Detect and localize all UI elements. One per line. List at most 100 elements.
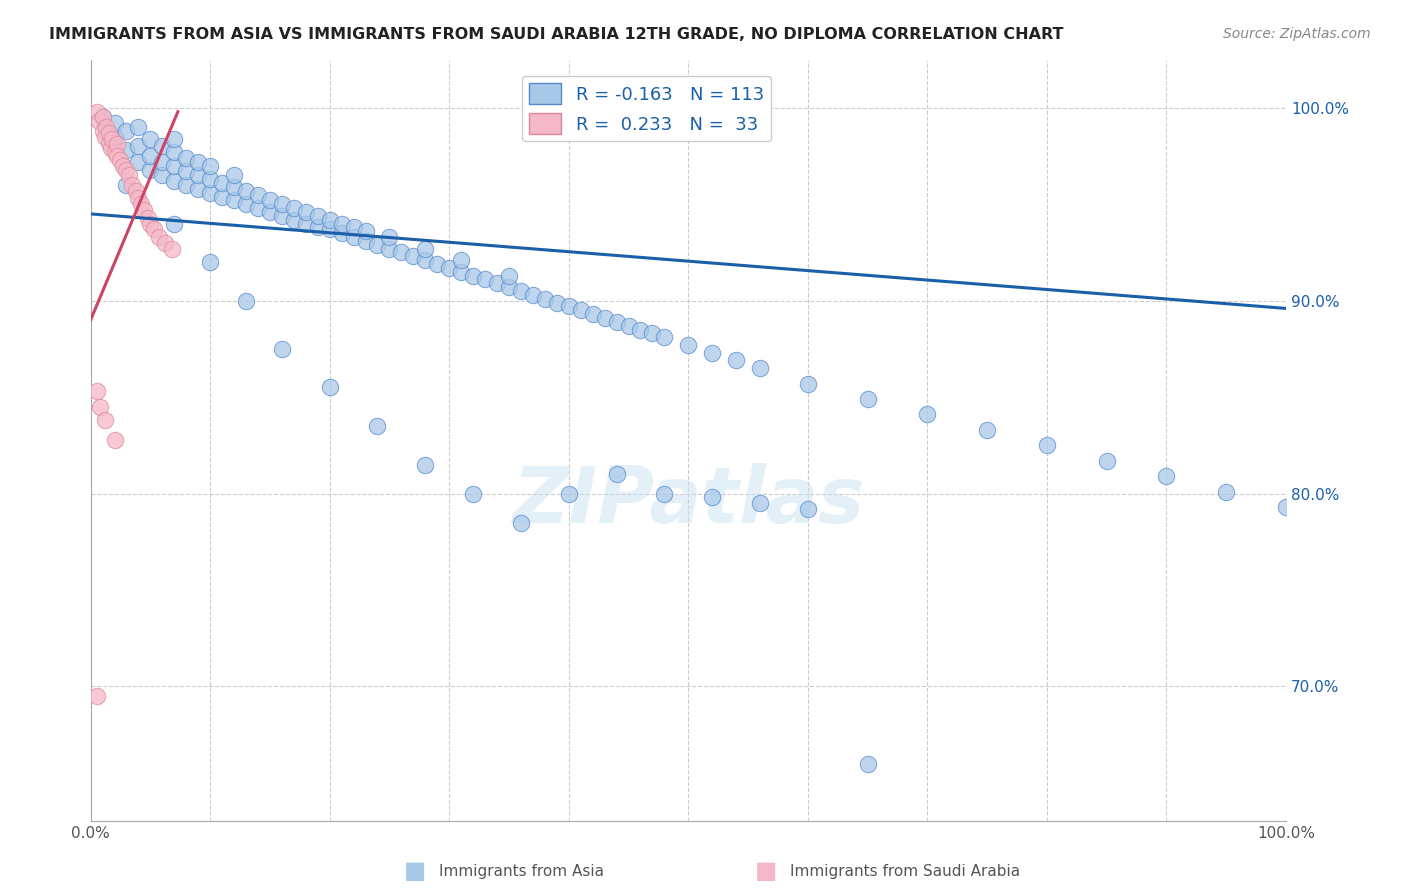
Point	[174, 178, 197, 192]
Point	[522, 288, 544, 302]
Point	[174, 151, 197, 165]
Point	[558, 486, 581, 500]
Point	[103, 129, 125, 144]
Point	[118, 169, 141, 183]
Point	[97, 126, 120, 140]
Point	[630, 323, 652, 337]
Point	[749, 496, 772, 510]
Point	[235, 293, 257, 308]
Point	[413, 253, 436, 268]
Point	[127, 120, 149, 134]
Point	[330, 226, 353, 240]
Point	[856, 756, 879, 771]
Point	[100, 141, 122, 155]
Text: Immigrants from Saudi Arabia: Immigrants from Saudi Arabia	[790, 864, 1021, 879]
Point	[389, 245, 412, 260]
Point	[125, 184, 148, 198]
Point	[294, 217, 316, 231]
Point	[86, 689, 108, 703]
Point	[534, 292, 557, 306]
Point	[259, 205, 281, 219]
Point	[198, 159, 221, 173]
Point	[187, 169, 209, 183]
Point	[450, 265, 472, 279]
Point	[307, 220, 329, 235]
Point	[103, 116, 125, 130]
Point	[342, 230, 364, 244]
Point	[678, 338, 700, 352]
Point	[486, 277, 509, 291]
Point	[121, 178, 143, 192]
Point	[150, 169, 173, 183]
Point	[101, 131, 124, 145]
Point	[463, 268, 485, 283]
Point	[582, 307, 605, 321]
Point	[1215, 484, 1237, 499]
Text: IMMIGRANTS FROM ASIA VS IMMIGRANTS FROM SAUDI ARABIA 12TH GRADE, NO DIPLOMA CORR: IMMIGRANTS FROM ASIA VS IMMIGRANTS FROM …	[49, 27, 1064, 42]
Point	[148, 230, 170, 244]
Point	[222, 194, 245, 208]
Point	[702, 345, 724, 359]
Point	[917, 408, 939, 422]
Point	[127, 139, 149, 153]
Point	[1036, 438, 1059, 452]
Point	[235, 184, 257, 198]
Point	[143, 222, 166, 236]
Point	[129, 197, 152, 211]
Point	[94, 413, 117, 427]
Point	[318, 222, 340, 236]
Point	[103, 433, 125, 447]
Point	[510, 516, 533, 530]
Point	[342, 220, 364, 235]
Text: ■: ■	[755, 860, 778, 883]
Point	[606, 315, 628, 329]
Point	[856, 392, 879, 406]
Point	[139, 217, 162, 231]
Point	[246, 201, 269, 215]
Point	[105, 149, 128, 163]
Point	[134, 202, 156, 217]
Point	[797, 376, 820, 391]
Point	[139, 131, 162, 145]
Point	[86, 384, 108, 399]
Text: Immigrants from Asia: Immigrants from Asia	[439, 864, 603, 879]
Point	[498, 268, 520, 283]
Point	[150, 139, 173, 153]
Point	[198, 255, 221, 269]
Point	[91, 111, 114, 125]
Point	[749, 361, 772, 376]
Point	[235, 197, 257, 211]
Point	[1275, 500, 1298, 514]
Point	[283, 212, 305, 227]
Point	[702, 491, 724, 505]
Point	[163, 174, 186, 188]
Point	[797, 502, 820, 516]
Point	[270, 209, 292, 223]
Point	[654, 330, 676, 344]
Point	[426, 257, 449, 271]
Point	[198, 186, 221, 200]
Point	[439, 260, 461, 275]
Point	[558, 300, 581, 314]
Point	[110, 153, 132, 167]
Point	[222, 169, 245, 183]
Point	[569, 303, 592, 318]
Point	[103, 145, 125, 160]
Point	[187, 154, 209, 169]
Point	[378, 242, 401, 256]
Text: ZIPatlas: ZIPatlas	[512, 464, 865, 540]
Point	[593, 311, 616, 326]
Point	[976, 423, 998, 437]
Point	[163, 145, 186, 160]
Point	[198, 172, 221, 186]
Point	[211, 189, 233, 203]
Point	[153, 235, 176, 250]
Point	[115, 143, 138, 157]
Point	[402, 249, 425, 263]
Point	[354, 234, 377, 248]
Point	[163, 217, 186, 231]
Point	[546, 295, 568, 310]
Point	[725, 353, 748, 368]
Point	[654, 486, 676, 500]
Point	[139, 162, 162, 177]
